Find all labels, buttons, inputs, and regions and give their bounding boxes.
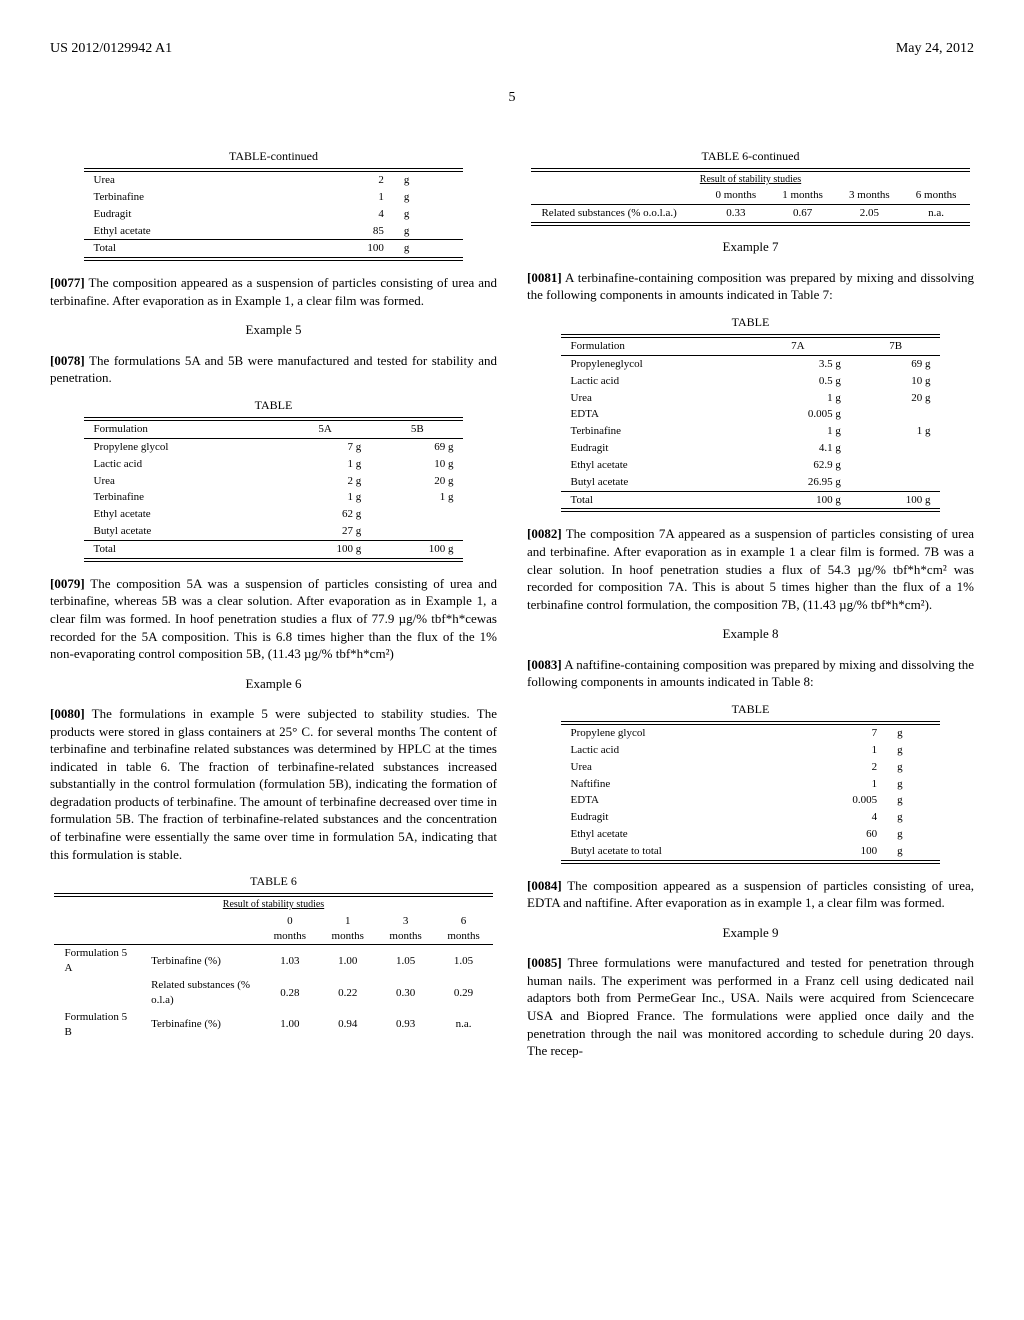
- publication-date: May 24, 2012: [896, 40, 974, 59]
- left-column: TABLE-continued Urea2g Terbinafine1g Eud…: [50, 138, 497, 1066]
- para-0077: [0077] The composition appeared as a sus…: [50, 274, 497, 309]
- right-column: TABLE 6-continued Result of stability st…: [527, 138, 974, 1066]
- example-9-heading: Example 9: [527, 924, 974, 942]
- page-number: 5: [50, 89, 974, 108]
- example-8-heading: Example 8: [527, 625, 974, 643]
- table-5-caption: TABLE: [50, 397, 497, 413]
- para-0078: [0078] The formulations 5A and 5B were m…: [50, 352, 497, 387]
- para-0085: [0085] Three formulations were manufactu…: [527, 954, 974, 1059]
- table-6: Result of stability studies 0 months1 mo…: [54, 893, 492, 1040]
- example-6-heading: Example 6: [50, 675, 497, 693]
- table-6-caption: TABLE 6: [50, 873, 497, 889]
- para-0081: [0081] A terbinafine-containing composit…: [527, 269, 974, 304]
- table-5: Formulation5A5B Propylene glycol7 g69 g …: [84, 417, 464, 562]
- two-column-body: TABLE-continued Urea2g Terbinafine1g Eud…: [50, 138, 974, 1066]
- table-7: Formulation7A7B Propyleneglycol3.5 g69 g…: [561, 334, 941, 512]
- table-6-cont-caption: TABLE 6-continued: [527, 148, 974, 164]
- para-0079: [0079] The composition 5A was a suspensi…: [50, 575, 497, 663]
- example-7-heading: Example 7: [527, 238, 974, 256]
- page-header: US 2012/0129942 A1 May 24, 2012: [50, 40, 974, 59]
- table-cont-caption: TABLE-continued: [50, 148, 497, 164]
- publication-number: US 2012/0129942 A1: [50, 40, 172, 59]
- table-continued: Urea2g Terbinafine1g Eudragit4g Ethyl ac…: [84, 168, 464, 261]
- para-0080: [0080] The formulations in example 5 wer…: [50, 705, 497, 863]
- table-8: Propylene glycol7g Lactic acid1g Urea2g …: [561, 721, 941, 864]
- example-5-heading: Example 5: [50, 321, 497, 339]
- para-0083: [0083] A naftifine-containing compositio…: [527, 656, 974, 691]
- table-8-caption: TABLE: [527, 701, 974, 717]
- para-0084: [0084] The composition appeared as a sus…: [527, 877, 974, 912]
- table-7-caption: TABLE: [527, 314, 974, 330]
- para-0082: [0082] The composition 7A appeared as a …: [527, 525, 974, 613]
- table-6-continued: Result of stability studies 0 months1 mo…: [531, 168, 969, 226]
